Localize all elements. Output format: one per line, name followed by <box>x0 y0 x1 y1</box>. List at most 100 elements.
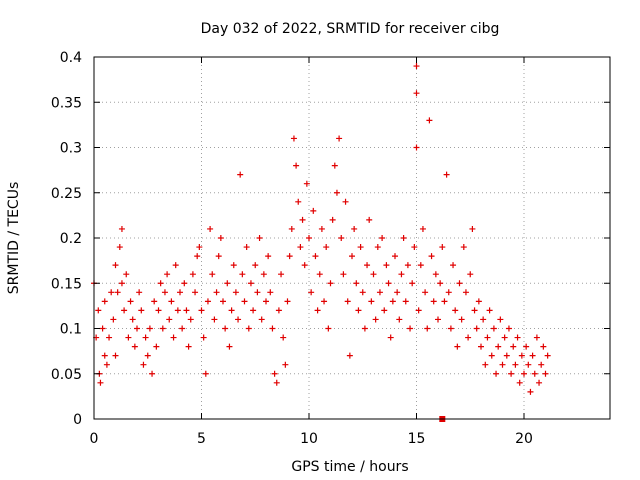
data-point <box>508 370 515 377</box>
data-point <box>331 162 338 169</box>
data-point <box>424 325 431 332</box>
data-point <box>297 244 304 251</box>
data-point <box>469 225 476 232</box>
data-point <box>374 244 381 251</box>
data-point <box>523 343 530 350</box>
data-point <box>443 171 450 178</box>
data-point <box>232 289 239 296</box>
data-point <box>217 235 224 241</box>
data-point <box>467 271 474 278</box>
data-point <box>200 334 207 341</box>
data-point <box>181 280 188 287</box>
data-point <box>392 253 398 260</box>
data-point <box>426 117 433 124</box>
y-tick-label: 0.4 <box>60 50 82 66</box>
data-point <box>329 216 336 223</box>
data-point <box>136 289 143 296</box>
data-point <box>179 325 186 332</box>
data-point <box>95 307 102 314</box>
data-point <box>316 271 323 278</box>
data-point <box>290 135 297 142</box>
data-point <box>473 325 480 332</box>
data-point <box>209 271 216 278</box>
data-point <box>413 63 420 70</box>
data-point <box>308 289 315 296</box>
data-point <box>538 361 545 368</box>
data-point <box>247 280 254 287</box>
plot-frame <box>93 56 611 420</box>
data-point <box>142 334 149 341</box>
data-point <box>379 235 386 241</box>
data-point <box>351 225 358 232</box>
data-point <box>402 298 409 305</box>
data-point <box>325 325 332 332</box>
data-point <box>101 298 108 305</box>
data-point <box>230 262 237 269</box>
data-point <box>361 325 368 332</box>
data-point <box>278 271 285 278</box>
data-point <box>355 307 362 314</box>
data-point <box>189 271 196 278</box>
data-point <box>177 289 183 296</box>
data-point <box>312 253 319 260</box>
data-point <box>263 298 269 305</box>
data-point <box>344 298 351 305</box>
data-point <box>531 370 538 377</box>
data-point <box>172 262 179 269</box>
data-point <box>303 180 310 187</box>
y-tick-label: 0 <box>73 412 82 428</box>
data-point <box>327 280 334 287</box>
data-point <box>435 316 441 323</box>
data-point <box>144 352 151 359</box>
data-point <box>202 370 209 377</box>
data-point <box>207 225 214 232</box>
data-point <box>486 307 493 314</box>
y-tick-label: 0.35 <box>51 95 82 111</box>
data-point <box>153 343 160 350</box>
data-point <box>376 289 383 296</box>
data-point <box>196 244 203 251</box>
data-point <box>295 198 302 205</box>
data-point <box>260 271 267 278</box>
data-point <box>288 225 295 232</box>
data-point <box>359 289 366 296</box>
data-point <box>505 325 512 332</box>
data-point <box>226 343 233 350</box>
data-point <box>157 280 164 287</box>
data-point <box>239 271 246 278</box>
data-point <box>428 253 435 260</box>
data-point <box>146 325 153 332</box>
data-point <box>372 316 379 323</box>
data-point <box>490 325 497 332</box>
data-point <box>400 235 407 241</box>
data-point <box>333 189 340 196</box>
data-point <box>419 225 426 232</box>
data-point <box>271 370 278 377</box>
data-point <box>389 298 396 305</box>
data-point <box>447 325 454 332</box>
data-point <box>462 289 469 296</box>
data-point <box>99 325 106 332</box>
data-point <box>342 198 349 205</box>
data-point <box>409 280 416 287</box>
data-point <box>185 343 192 350</box>
data-point <box>346 352 353 359</box>
data-point <box>432 271 439 278</box>
data-point <box>501 334 508 341</box>
data-point <box>174 307 181 314</box>
data-point <box>192 289 199 296</box>
data-point <box>336 135 343 142</box>
data-point <box>301 262 308 269</box>
data-point <box>394 289 401 296</box>
data-point <box>456 280 463 287</box>
data-point <box>536 379 543 386</box>
data-point <box>129 316 136 323</box>
data-point <box>125 334 132 341</box>
data-point <box>366 216 373 223</box>
data-point <box>131 343 138 350</box>
data-point <box>293 162 300 169</box>
data-point <box>368 298 375 305</box>
data-point <box>514 334 521 341</box>
data-point <box>460 244 467 251</box>
data-point <box>265 253 272 260</box>
